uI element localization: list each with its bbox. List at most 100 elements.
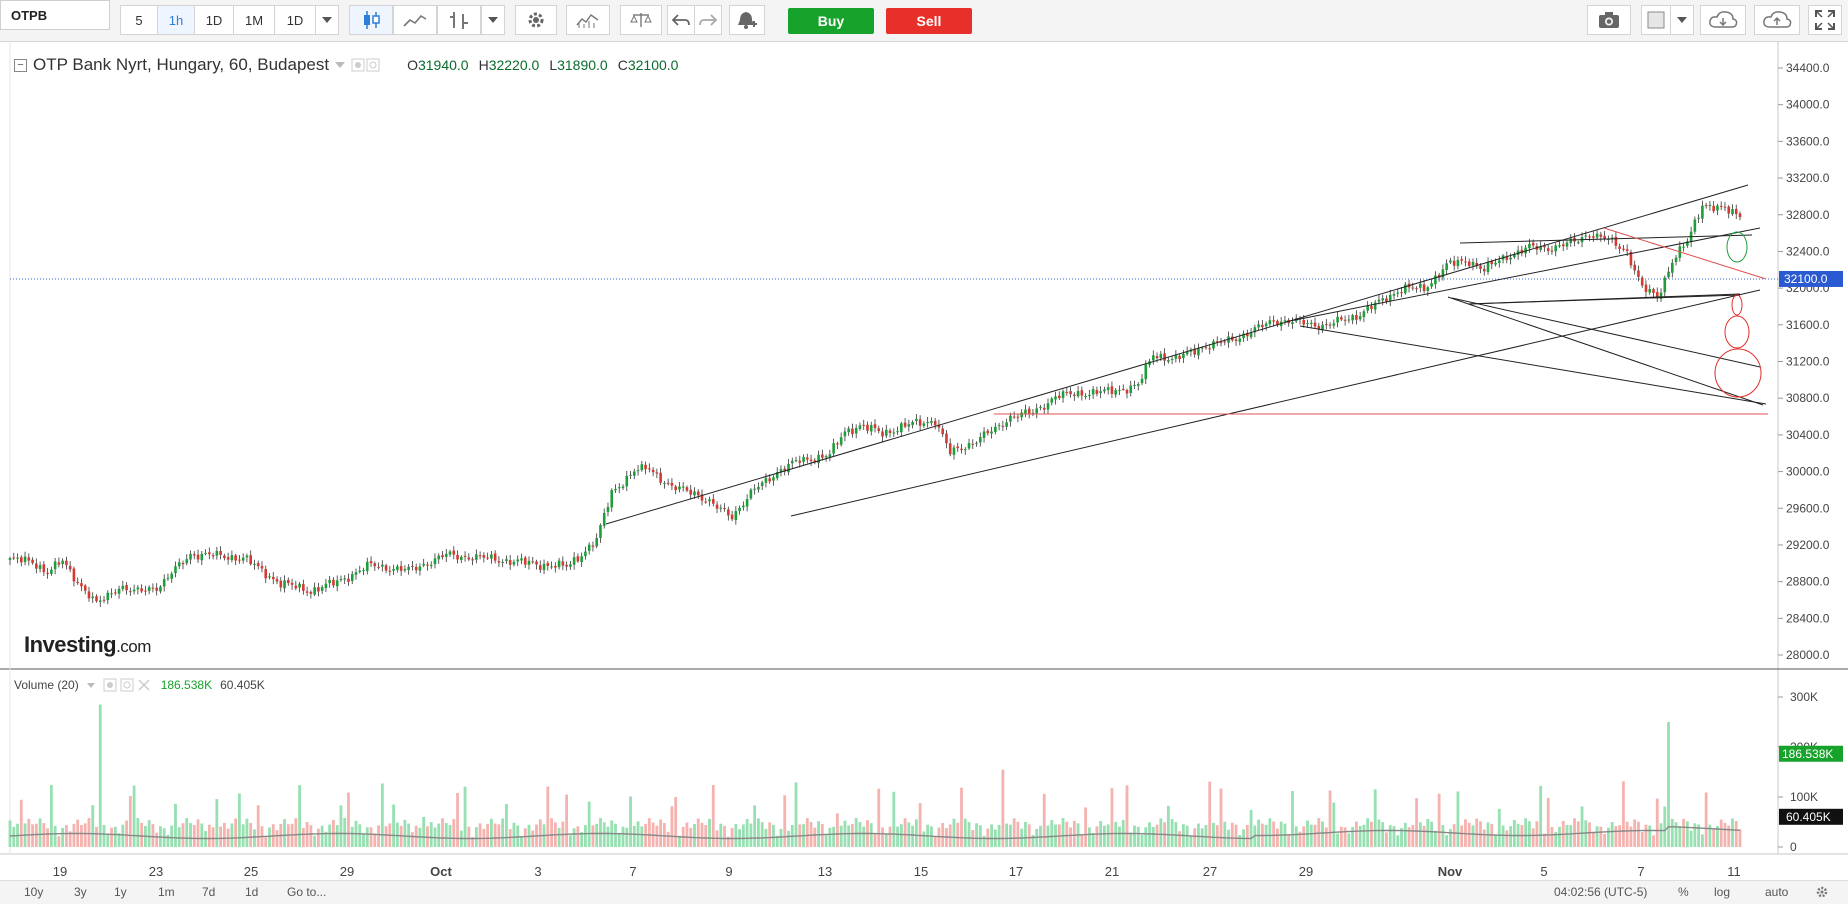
volume-bar <box>711 785 715 847</box>
volume-bar <box>283 819 286 847</box>
volume-bar <box>1027 824 1031 847</box>
volume-bar <box>140 822 144 847</box>
volume-bar <box>1633 819 1637 847</box>
chevron-down-icon[interactable] <box>335 62 346 68</box>
interval-label: 1h <box>168 12 184 28</box>
range-1d[interactable]: 1d <box>245 885 259 899</box>
volume-bar <box>219 826 223 847</box>
log-toggle[interactable]: log <box>1714 885 1731 899</box>
range-1m[interactable]: 1m <box>158 885 175 899</box>
symbol-input[interactable] <box>0 0 110 30</box>
interval-1h[interactable]: 1h <box>157 5 195 35</box>
undo-button[interactable] <box>667 5 695 35</box>
buy-button[interactable]: Buy <box>788 8 874 34</box>
compare-button[interactable] <box>620 5 662 35</box>
time-axis-label: 29 <box>1299 864 1313 879</box>
candle-body <box>926 422 929 424</box>
candles-button[interactable] <box>349 5 393 35</box>
volume-bar <box>1550 826 1554 847</box>
volume-bar <box>1422 825 1426 847</box>
volume-bar <box>463 786 467 847</box>
alert-button[interactable] <box>729 5 765 35</box>
interval-5[interactable]: 5 <box>120 5 158 35</box>
candle-body <box>271 576 275 580</box>
line-chart-button[interactable] <box>393 5 437 35</box>
candle-body <box>1637 270 1640 277</box>
settings-button[interactable] <box>515 5 557 35</box>
interval-1m[interactable]: 1M <box>233 5 275 35</box>
candle-body <box>1554 245 1558 252</box>
candle-body <box>181 563 185 565</box>
load-chart-button[interactable] <box>1700 5 1746 35</box>
candle-body <box>1426 287 1430 291</box>
color-dropdown[interactable] <box>1670 5 1694 35</box>
candle-body <box>963 449 967 451</box>
volume-bar <box>1245 824 1249 847</box>
candle-body <box>226 557 230 560</box>
goto-date[interactable]: Go to... <box>287 885 327 899</box>
auto-toggle[interactable]: auto <box>1765 885 1789 899</box>
candle-body <box>535 561 538 565</box>
candle-body <box>1588 236 1591 238</box>
candle-body <box>91 596 95 599</box>
candle-body <box>478 555 482 557</box>
range-3y[interactable]: 3y <box>74 885 87 899</box>
range-1y[interactable]: 1y <box>114 885 127 899</box>
candle-body <box>354 572 358 575</box>
volume-bar <box>1629 826 1633 847</box>
candle-body <box>1249 333 1253 338</box>
trend-line <box>790 289 1761 517</box>
candle-body <box>117 588 121 594</box>
chart-type-dropdown[interactable] <box>481 5 505 35</box>
range-10y[interactable]: 10y <box>24 885 44 899</box>
volume-bar <box>1723 822 1727 847</box>
volume-bar <box>1637 821 1640 847</box>
candle-body <box>790 460 794 464</box>
chart-area[interactable]: 34400.0 34000.0 33600.0 33200.0 32800.0 32400… <box>0 42 1848 912</box>
trend-line <box>1459 234 1753 244</box>
volume-bar <box>493 823 497 847</box>
interval-1d[interactable]: 1D <box>194 5 234 35</box>
save-chart-button[interactable] <box>1754 5 1800 35</box>
volume-settings-icons[interactable] <box>103 678 153 692</box>
candle-body <box>1671 262 1674 273</box>
collapse-legend-button[interactable]: − <box>14 58 27 72</box>
candle-body <box>1140 378 1144 384</box>
candle-body <box>65 560 68 566</box>
screenshot-button[interactable] <box>1587 5 1631 35</box>
volume-bar <box>693 824 696 847</box>
redo-button[interactable] <box>694 5 722 35</box>
chevron-down-icon[interactable] <box>86 682 95 688</box>
volume-bar <box>12 826 16 847</box>
legend-settings-icons[interactable] <box>351 58 381 72</box>
volume-bar <box>629 796 632 847</box>
candle-body <box>723 508 726 510</box>
candle-body <box>302 584 305 591</box>
redo-icon <box>699 14 717 26</box>
chart-canvas[interactable]: 34400.0 34000.0 33600.0 33200.0 32800.0 32400… <box>0 42 1848 880</box>
candle-body <box>817 454 820 464</box>
percent-toggle[interactable]: % <box>1678 885 1689 899</box>
volume-bar <box>1682 818 1685 847</box>
sell-button[interactable]: Sell <box>886 8 972 34</box>
trend-line <box>1603 227 1767 280</box>
bar-chart-button[interactable] <box>437 5 481 35</box>
interval-custom[interactable]: 1D <box>274 5 316 35</box>
color-box-button[interactable] <box>1641 5 1671 35</box>
volume-bar <box>1475 818 1479 847</box>
candle-body <box>738 507 741 511</box>
settings-icon[interactable] <box>1815 885 1829 899</box>
interval-dropdown[interactable] <box>315 5 339 35</box>
volume-bar <box>1249 809 1253 847</box>
candle-body <box>245 555 249 558</box>
fullscreen-button[interactable] <box>1808 5 1842 35</box>
candle-body <box>422 563 425 566</box>
candle-body <box>760 482 764 487</box>
volume-bar <box>1588 822 1591 847</box>
candle-body <box>1704 205 1708 207</box>
candle-body <box>584 551 587 557</box>
volume-bar <box>986 828 990 847</box>
indicators-button[interactable] <box>566 5 610 35</box>
volume-bar <box>1471 825 1475 847</box>
range-7d[interactable]: 7d <box>202 885 216 899</box>
